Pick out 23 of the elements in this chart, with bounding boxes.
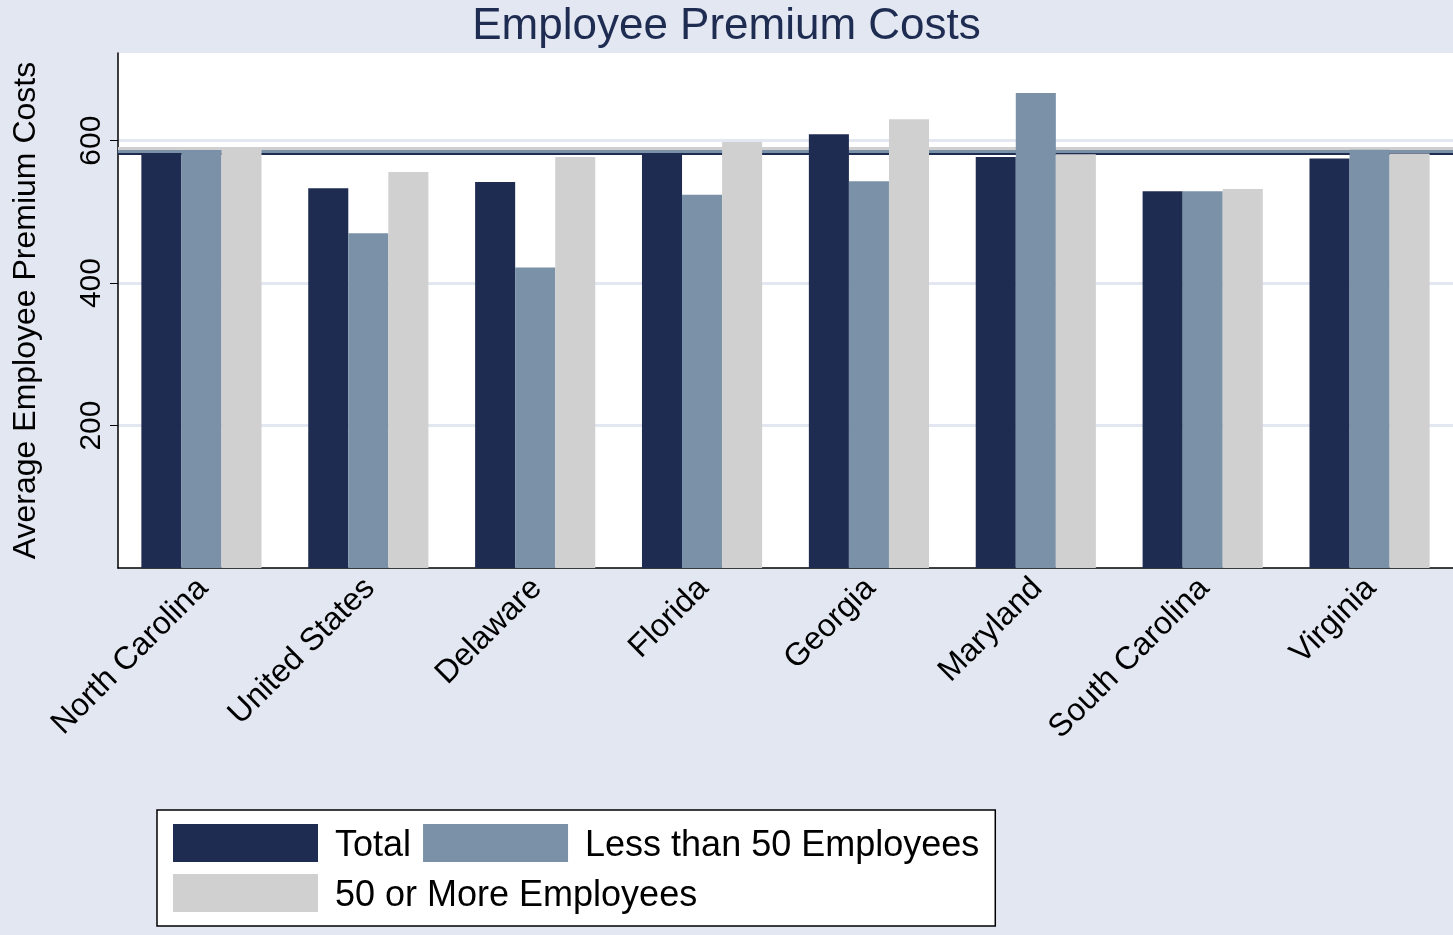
bar xyxy=(1142,191,1183,568)
legend-label: Less than 50 Employees xyxy=(585,822,980,864)
bar xyxy=(1222,189,1263,568)
bar xyxy=(555,157,596,568)
bar xyxy=(308,188,349,568)
y-axis-title: Average Employee Premium Costs xyxy=(6,61,42,560)
bar xyxy=(682,194,723,568)
bar xyxy=(475,181,516,568)
bar xyxy=(388,171,429,568)
legend-label: 50 or More Employees xyxy=(335,872,698,914)
y-tick-label: 400 xyxy=(72,258,106,309)
y-tick-label: 600 xyxy=(72,115,106,166)
bar xyxy=(348,233,389,568)
bar xyxy=(1055,154,1096,568)
bar xyxy=(1389,153,1430,568)
bar xyxy=(975,157,1016,568)
legend-label: Total xyxy=(335,822,412,864)
chart-title: Employee Premium Costs xyxy=(472,0,981,48)
bar xyxy=(1182,191,1223,568)
y-tick-label: 200 xyxy=(72,400,106,451)
bar xyxy=(848,181,889,568)
bar xyxy=(1309,158,1350,568)
bar xyxy=(515,267,556,568)
